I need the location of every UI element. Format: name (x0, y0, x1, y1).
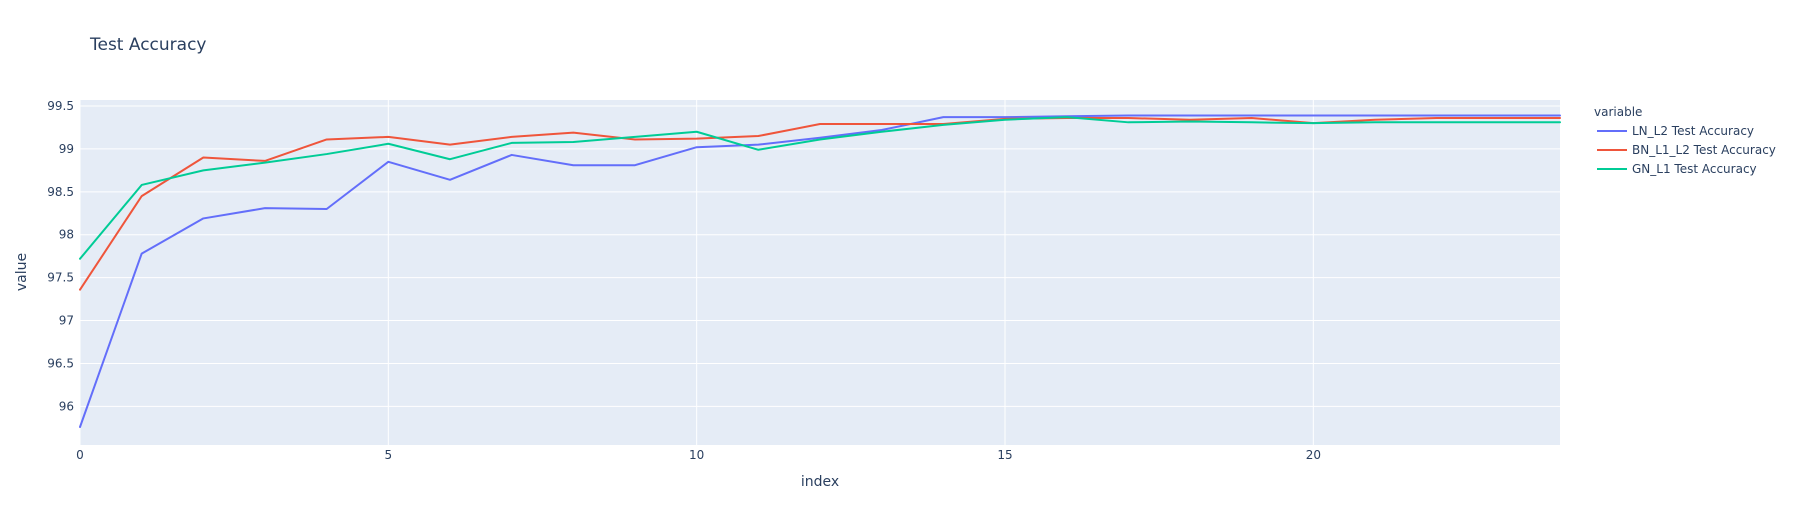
x-axis-title: index (801, 474, 839, 490)
y-tick-label: 97 (59, 314, 74, 328)
y-tick-label: 99 (59, 142, 74, 156)
y-tick-label: 96 (59, 399, 74, 413)
legend-title: variable (1594, 105, 1642, 119)
legend[interactable]: variable LN_L2 Test Accuracy BN_L1_L2 Tes… (1594, 105, 1776, 176)
legend-item-0[interactable]: LN_L2 Test Accuracy (1597, 124, 1754, 138)
y-tick-label: 97.5 (47, 271, 74, 285)
x-tick-label: 5 (385, 448, 393, 462)
x-tick-label: 20 (1306, 448, 1321, 462)
series-line-2 (79, 116, 1561, 260)
x-axis-ticks: 0 5 10 15 20 (76, 448, 1321, 462)
x-tick-label: 15 (997, 448, 1012, 462)
x-tick-label: 0 (76, 448, 84, 462)
plot-background (80, 100, 1560, 445)
series-lines (79, 114, 1561, 428)
y-tick-label: 98.5 (47, 185, 74, 199)
y-tick-label: 99.5 (47, 99, 74, 113)
x-tick-label: 10 (689, 448, 704, 462)
y-tick-label: 98 (59, 228, 74, 242)
legend-label: GN_L1 Test Accuracy (1632, 162, 1757, 176)
chart-title: Test Accuracy (89, 35, 207, 55)
y-axis-ticks: 96 96.5 97 97.5 98 98.5 99 99.5 (47, 99, 74, 413)
series-line-0 (79, 114, 1561, 428)
legend-item-1[interactable]: BN_L1_L2 Test Accuracy (1597, 143, 1776, 157)
grid-lines (79, 100, 1560, 445)
legend-item-2[interactable]: GN_L1 Test Accuracy (1597, 162, 1757, 176)
y-axis-title: value (14, 253, 30, 291)
legend-label: BN_L1_L2 Test Accuracy (1632, 143, 1776, 157)
y-tick-label: 96.5 (47, 356, 74, 370)
legend-label: LN_L2 Test Accuracy (1632, 124, 1754, 138)
